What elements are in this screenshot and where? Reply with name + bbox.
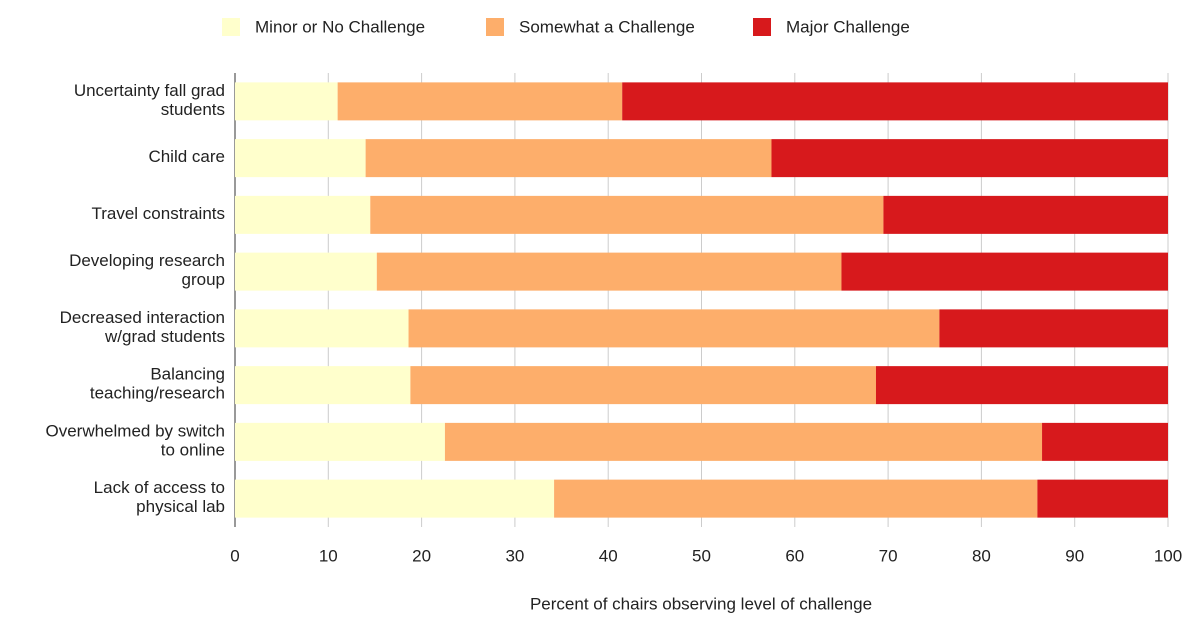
x-tick-label: 90 — [1065, 546, 1084, 565]
y-tick-label: Lack of access to physical lab — [94, 479, 225, 517]
x-axis-label: Percent of chairs observing level of cha… — [530, 594, 872, 613]
x-tick-label: 100 — [1154, 546, 1182, 565]
y-tick-label: Developing research group — [69, 252, 225, 290]
bar-segment — [410, 366, 876, 405]
x-tick-label: 80 — [972, 546, 991, 565]
bar-segment — [939, 309, 1168, 348]
bar-segment — [235, 139, 366, 178]
y-tick-label: Overwhelmed by switch to online — [45, 422, 225, 460]
bar-segment — [883, 195, 1168, 234]
bar-segment — [235, 422, 445, 461]
bar-segment — [235, 366, 411, 405]
bar-segment — [235, 195, 371, 234]
x-tick-label: 30 — [505, 546, 524, 565]
legend-swatch — [222, 18, 240, 36]
bar-segment — [1037, 479, 1168, 518]
x-tick-label: 0 — [230, 546, 239, 565]
y-tick-label: Uncertainty fall grad students — [74, 81, 225, 119]
bar-segment — [235, 82, 338, 121]
y-tick-label: Balancing teaching/research — [90, 365, 225, 403]
bar-segment — [376, 252, 842, 291]
bar-segment — [771, 139, 1168, 178]
x-tick-label: 70 — [879, 546, 898, 565]
y-tick-label: Child care — [148, 148, 225, 167]
x-tick-label: 60 — [785, 546, 804, 565]
bar-segment — [408, 309, 940, 348]
bar-segment — [370, 195, 884, 234]
x-tick-label: 20 — [412, 546, 431, 565]
bar-segment — [554, 479, 1038, 518]
bar-segment — [841, 252, 1168, 291]
bar-segment — [622, 82, 1168, 121]
bar-segment — [444, 422, 1043, 461]
y-tick-label: Travel constraints — [91, 204, 225, 223]
bar-segment — [365, 139, 772, 178]
x-tick-label: 40 — [599, 546, 618, 565]
bar-segment — [235, 309, 409, 348]
legend-label: Somewhat a Challenge — [519, 17, 695, 36]
bar-segment — [235, 479, 555, 518]
bar-segment — [875, 366, 1168, 405]
legend-swatch — [753, 18, 771, 36]
y-tick-label: Decreased interaction w/grad students — [60, 308, 225, 346]
legend-label: Minor or No Challenge — [255, 17, 425, 36]
legend-label: Major Challenge — [786, 17, 910, 36]
bar-segment — [235, 252, 377, 291]
bar-segment — [1042, 422, 1168, 461]
x-tick-label: 50 — [692, 546, 711, 565]
legend-swatch — [486, 18, 504, 36]
bar-segment — [337, 82, 623, 121]
x-tick-label: 10 — [319, 546, 338, 565]
